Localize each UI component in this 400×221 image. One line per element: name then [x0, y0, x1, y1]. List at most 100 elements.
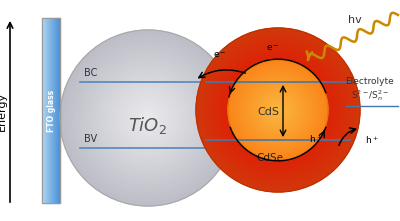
Circle shape [232, 64, 324, 156]
Circle shape [226, 57, 330, 162]
Circle shape [231, 63, 325, 157]
Circle shape [235, 67, 321, 153]
Circle shape [78, 48, 218, 188]
Circle shape [133, 103, 164, 133]
Circle shape [250, 82, 306, 138]
Circle shape [74, 44, 222, 192]
Circle shape [76, 45, 221, 191]
Circle shape [267, 99, 289, 121]
Bar [58, 18, 59, 203]
Circle shape [221, 53, 335, 167]
Circle shape [239, 71, 317, 149]
Circle shape [263, 95, 293, 125]
Circle shape [229, 61, 327, 159]
Circle shape [137, 107, 159, 129]
Circle shape [235, 67, 321, 153]
Circle shape [124, 94, 172, 142]
Circle shape [115, 85, 181, 151]
Circle shape [240, 72, 316, 148]
Circle shape [82, 52, 214, 184]
Circle shape [134, 104, 162, 132]
Circle shape [270, 102, 286, 118]
Text: Electrolyte
S$^{2-}$/S$_n^{2-}$: Electrolyte S$^{2-}$/S$_n^{2-}$ [346, 77, 394, 103]
Bar [46, 18, 47, 203]
Circle shape [144, 114, 152, 122]
Circle shape [263, 95, 293, 125]
Circle shape [234, 66, 322, 154]
Circle shape [108, 78, 188, 158]
Circle shape [252, 84, 304, 136]
Circle shape [229, 61, 327, 159]
Circle shape [268, 100, 288, 120]
Circle shape [204, 36, 352, 184]
Circle shape [236, 68, 320, 152]
Circle shape [90, 60, 206, 176]
Bar [49, 18, 50, 203]
Circle shape [101, 71, 195, 165]
Circle shape [239, 71, 317, 149]
Circle shape [92, 62, 204, 174]
Bar [56, 18, 57, 203]
Circle shape [274, 106, 282, 114]
Circle shape [60, 30, 236, 206]
Circle shape [112, 82, 184, 154]
Circle shape [76, 46, 220, 189]
Circle shape [227, 59, 329, 161]
Circle shape [269, 101, 287, 119]
Circle shape [100, 70, 196, 166]
Circle shape [244, 76, 312, 144]
Circle shape [240, 72, 316, 147]
Circle shape [85, 55, 211, 181]
Circle shape [212, 44, 344, 176]
Circle shape [276, 108, 280, 112]
Circle shape [96, 66, 200, 170]
Circle shape [261, 93, 295, 127]
Circle shape [264, 96, 292, 124]
Circle shape [236, 68, 320, 152]
Circle shape [257, 89, 299, 131]
Circle shape [117, 87, 179, 149]
Circle shape [139, 109, 157, 127]
Circle shape [71, 41, 225, 195]
Circle shape [268, 100, 288, 120]
Circle shape [81, 51, 215, 185]
Circle shape [146, 116, 150, 120]
Circle shape [275, 107, 281, 113]
Circle shape [138, 108, 158, 128]
Circle shape [116, 86, 180, 150]
Circle shape [246, 78, 310, 143]
Circle shape [201, 33, 355, 187]
Circle shape [259, 91, 297, 129]
Circle shape [276, 107, 280, 112]
Circle shape [225, 57, 331, 163]
Circle shape [66, 36, 230, 200]
Circle shape [216, 48, 340, 171]
Circle shape [219, 51, 337, 169]
Circle shape [252, 84, 304, 136]
Circle shape [127, 97, 169, 139]
Circle shape [270, 103, 286, 118]
Circle shape [248, 80, 308, 140]
Circle shape [260, 92, 296, 128]
Bar [54, 18, 55, 203]
Circle shape [106, 76, 190, 160]
Circle shape [247, 79, 309, 141]
Circle shape [248, 80, 308, 139]
Circle shape [104, 74, 192, 162]
Circle shape [210, 42, 346, 178]
Circle shape [93, 63, 203, 173]
Circle shape [277, 109, 279, 111]
Circle shape [254, 85, 303, 135]
Circle shape [64, 34, 232, 202]
Circle shape [230, 62, 326, 158]
Circle shape [196, 28, 360, 192]
Bar [57, 18, 58, 203]
Circle shape [246, 78, 310, 142]
Circle shape [125, 95, 171, 141]
Circle shape [258, 90, 298, 130]
Circle shape [234, 67, 322, 153]
Circle shape [251, 83, 305, 137]
Circle shape [113, 83, 183, 153]
Circle shape [230, 63, 326, 158]
Text: BC: BC [84, 68, 97, 78]
